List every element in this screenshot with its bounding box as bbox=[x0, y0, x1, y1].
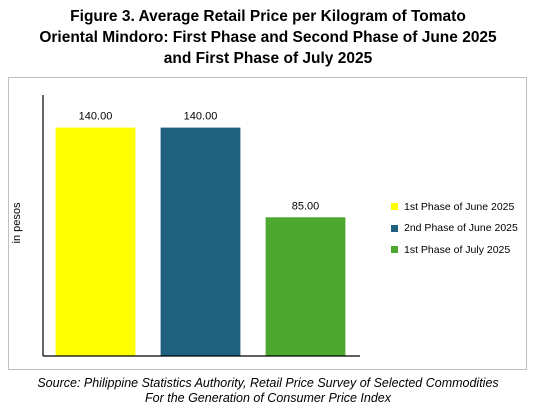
bar-july-1 bbox=[265, 217, 346, 356]
legend-label-july-1: 1st Phase of July 2025 bbox=[404, 243, 511, 256]
source-note: Source: Philippine Statistics Authority,… bbox=[0, 376, 536, 406]
title-line-1: Figure 3. Average Retail Price per Kilog… bbox=[70, 8, 466, 25]
data-label-june-1: 140.00 bbox=[79, 111, 113, 123]
legend-label-june-2: 2nd Phase of June 2025 bbox=[404, 222, 518, 235]
source-line-2: For the Generation of Consumer Price Ind… bbox=[145, 391, 391, 405]
legend-item-june-1: 1st Phase of June 2025 bbox=[391, 196, 518, 218]
data-label-july-1: 85.00 bbox=[292, 200, 320, 212]
chart-title: Figure 3. Average Retail Price per Kilog… bbox=[0, 6, 536, 69]
legend-item-june-2: 2nd Phase of June 2025 bbox=[391, 218, 518, 240]
legend-item-july-1: 1st Phase of July 2025 bbox=[391, 239, 518, 261]
source-line-1: Source: Philippine Statistics Authority,… bbox=[37, 376, 499, 390]
legend-label-june-1: 1st Phase of June 2025 bbox=[404, 200, 515, 213]
data-label-june-2: 140.00 bbox=[184, 111, 218, 123]
y-axis-label: in pesos bbox=[11, 202, 23, 244]
title-line-2: Oriental Mindoro: First Phase and Second… bbox=[39, 29, 497, 46]
legend: 1st Phase of June 2025 2nd Phase of June… bbox=[391, 196, 518, 261]
title-line-3: and First Phase of July 2025 bbox=[163, 50, 373, 67]
bar-june-2 bbox=[160, 127, 241, 356]
legend-swatch-june-1 bbox=[391, 203, 398, 211]
legend-swatch-june-2 bbox=[391, 224, 398, 232]
bar-june-1 bbox=[55, 127, 136, 356]
legend-swatch-july-1 bbox=[391, 246, 398, 254]
